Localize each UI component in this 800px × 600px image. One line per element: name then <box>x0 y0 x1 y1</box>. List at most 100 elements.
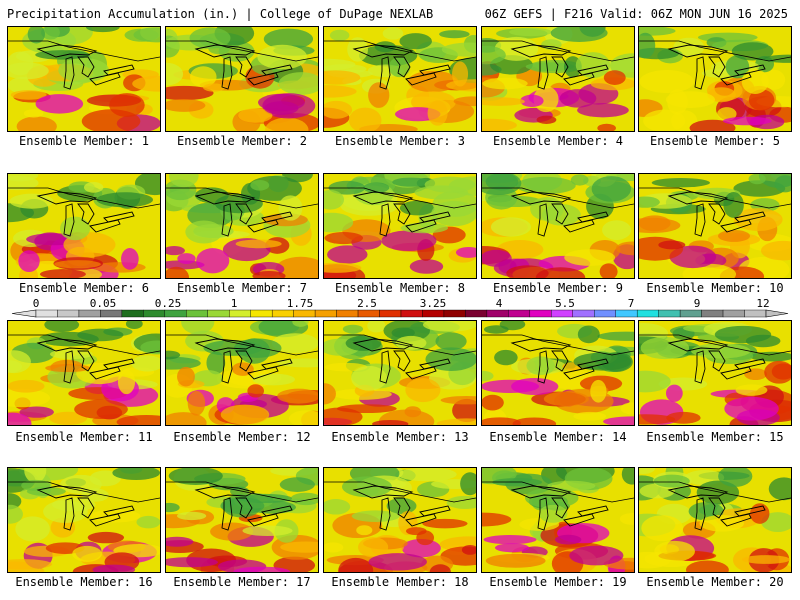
great-lakes-outline <box>510 191 609 237</box>
country-border <box>166 334 318 356</box>
colorbar-swatch <box>229 309 251 318</box>
country-border <box>8 40 160 62</box>
ensemble-map-panel <box>323 467 477 573</box>
colorbar-tick-label: 2.5 <box>357 297 377 310</box>
precip-field <box>166 321 318 425</box>
ensemble-map-panel <box>7 173 161 279</box>
great-lakes-outline <box>667 338 766 384</box>
colorbar-swatch <box>100 309 123 318</box>
colorbar-swatch <box>186 309 208 318</box>
precip-field <box>482 468 634 572</box>
great-lakes-outline <box>194 338 293 384</box>
colorbar-swatch <box>250 309 273 318</box>
ensemble-map-panel <box>7 26 161 132</box>
ensemble-map-panel <box>323 173 477 279</box>
precip-field <box>639 321 791 425</box>
colorbar-swatch <box>443 309 466 318</box>
great-lakes-outline <box>667 44 766 90</box>
ensemble-map-panel <box>7 467 161 573</box>
colorbar-tick-label: 1.75 <box>286 297 314 310</box>
precip-field <box>639 27 791 131</box>
precip-field <box>166 468 318 572</box>
colorbar-swatch <box>594 309 616 318</box>
country-border <box>482 40 634 62</box>
precip-field <box>8 468 160 572</box>
ensemble-map-panel <box>323 26 477 132</box>
colorbar-swatch <box>336 309 359 318</box>
panel-caption: Ensemble Member: 2 <box>176 134 308 148</box>
colorbar-swatch <box>207 309 230 318</box>
panel-caption: Ensemble Member: 6 <box>18 281 150 295</box>
header: Precipitation Accumulation (in.) | Colle… <box>0 0 800 24</box>
country-border <box>8 481 160 503</box>
great-lakes-outline <box>667 191 766 237</box>
precip-field <box>166 27 318 131</box>
colorbar-swatch <box>314 309 337 318</box>
colorbar-tick-label: 1 <box>230 297 238 310</box>
colorbar-swatch <box>679 309 702 318</box>
panel-caption: Ensemble Member: 10 <box>646 281 784 295</box>
ensemble-map-panel <box>165 320 319 426</box>
country-border <box>324 40 476 62</box>
panel-caption: Ensemble Member: 1 <box>18 134 150 148</box>
country-border <box>8 334 160 356</box>
great-lakes-outline <box>36 44 135 90</box>
colorbar-swatch <box>57 309 80 318</box>
ensemble-map-panel <box>638 26 792 132</box>
country-border <box>639 481 791 503</box>
country-border <box>639 334 791 356</box>
great-lakes-outline <box>352 338 451 384</box>
precip-field <box>324 27 476 131</box>
panel-caption: Ensemble Member: 4 <box>492 134 624 148</box>
precip-field <box>8 27 160 131</box>
colorbar-swatch <box>400 309 423 318</box>
great-lakes-outline <box>352 485 451 531</box>
ensemble-map-panel <box>7 320 161 426</box>
colorbar-swatch <box>572 309 595 318</box>
country-border <box>166 187 318 209</box>
colorbar-swatch <box>486 309 509 318</box>
panel-caption: Ensemble Member: 8 <box>334 281 466 295</box>
ensemble-map-panel <box>481 320 635 426</box>
ensemble-map-panel <box>323 320 477 426</box>
country-border <box>639 187 791 209</box>
precip-field <box>639 174 791 278</box>
panel-caption: Ensemble Member: 14 <box>489 430 627 444</box>
precip-field <box>482 321 634 425</box>
map-title: Precipitation Accumulation (in.) | Colle… <box>7 7 434 21</box>
precip-field <box>639 468 791 572</box>
panel-caption: Ensemble Member: 5 <box>649 134 781 148</box>
colorbar-swatch <box>658 309 681 318</box>
colorbar-tick-label: 4 <box>495 297 503 310</box>
panel-caption: Ensemble Member: 9 <box>492 281 624 295</box>
panel-caption: Ensemble Member: 17 <box>173 575 311 589</box>
great-lakes-outline <box>352 191 451 237</box>
colorbar-swatch <box>293 309 316 318</box>
precip-field <box>324 468 476 572</box>
colorbar-tick-label: 7 <box>627 297 635 310</box>
colorbar-tick-label: 3.25 <box>419 297 447 310</box>
panel-caption: Ensemble Member: 19 <box>489 575 627 589</box>
panel-caption: Ensemble Member: 3 <box>334 134 466 148</box>
country-border <box>8 187 160 209</box>
precip-field <box>8 174 160 278</box>
colorbar-tick-label: 0.05 <box>89 297 117 310</box>
panel-caption: Ensemble Member: 20 <box>646 575 784 589</box>
colorbar-swatch <box>529 309 552 318</box>
country-border <box>166 481 318 503</box>
colorbar-swatch <box>78 309 101 318</box>
great-lakes-outline <box>194 485 293 531</box>
colorbar-right-arrow <box>765 309 789 318</box>
great-lakes-outline <box>36 338 135 384</box>
colorbar <box>11 309 789 318</box>
colorbar-tick-label: 0.25 <box>154 297 182 310</box>
precip-field <box>8 321 160 425</box>
colorbar-swatch <box>379 309 402 318</box>
model-run-info: 06Z GEFS | F216 Valid: 06Z MON JUN 16 20… <box>484 7 788 21</box>
ensemble-map-panel <box>638 467 792 573</box>
ensemble-map-panel <box>638 320 792 426</box>
ensemble-map-panel <box>165 467 319 573</box>
country-border <box>324 334 476 356</box>
colorbar-swatch <box>357 309 380 318</box>
colorbar-tick-label: 9 <box>693 297 701 310</box>
